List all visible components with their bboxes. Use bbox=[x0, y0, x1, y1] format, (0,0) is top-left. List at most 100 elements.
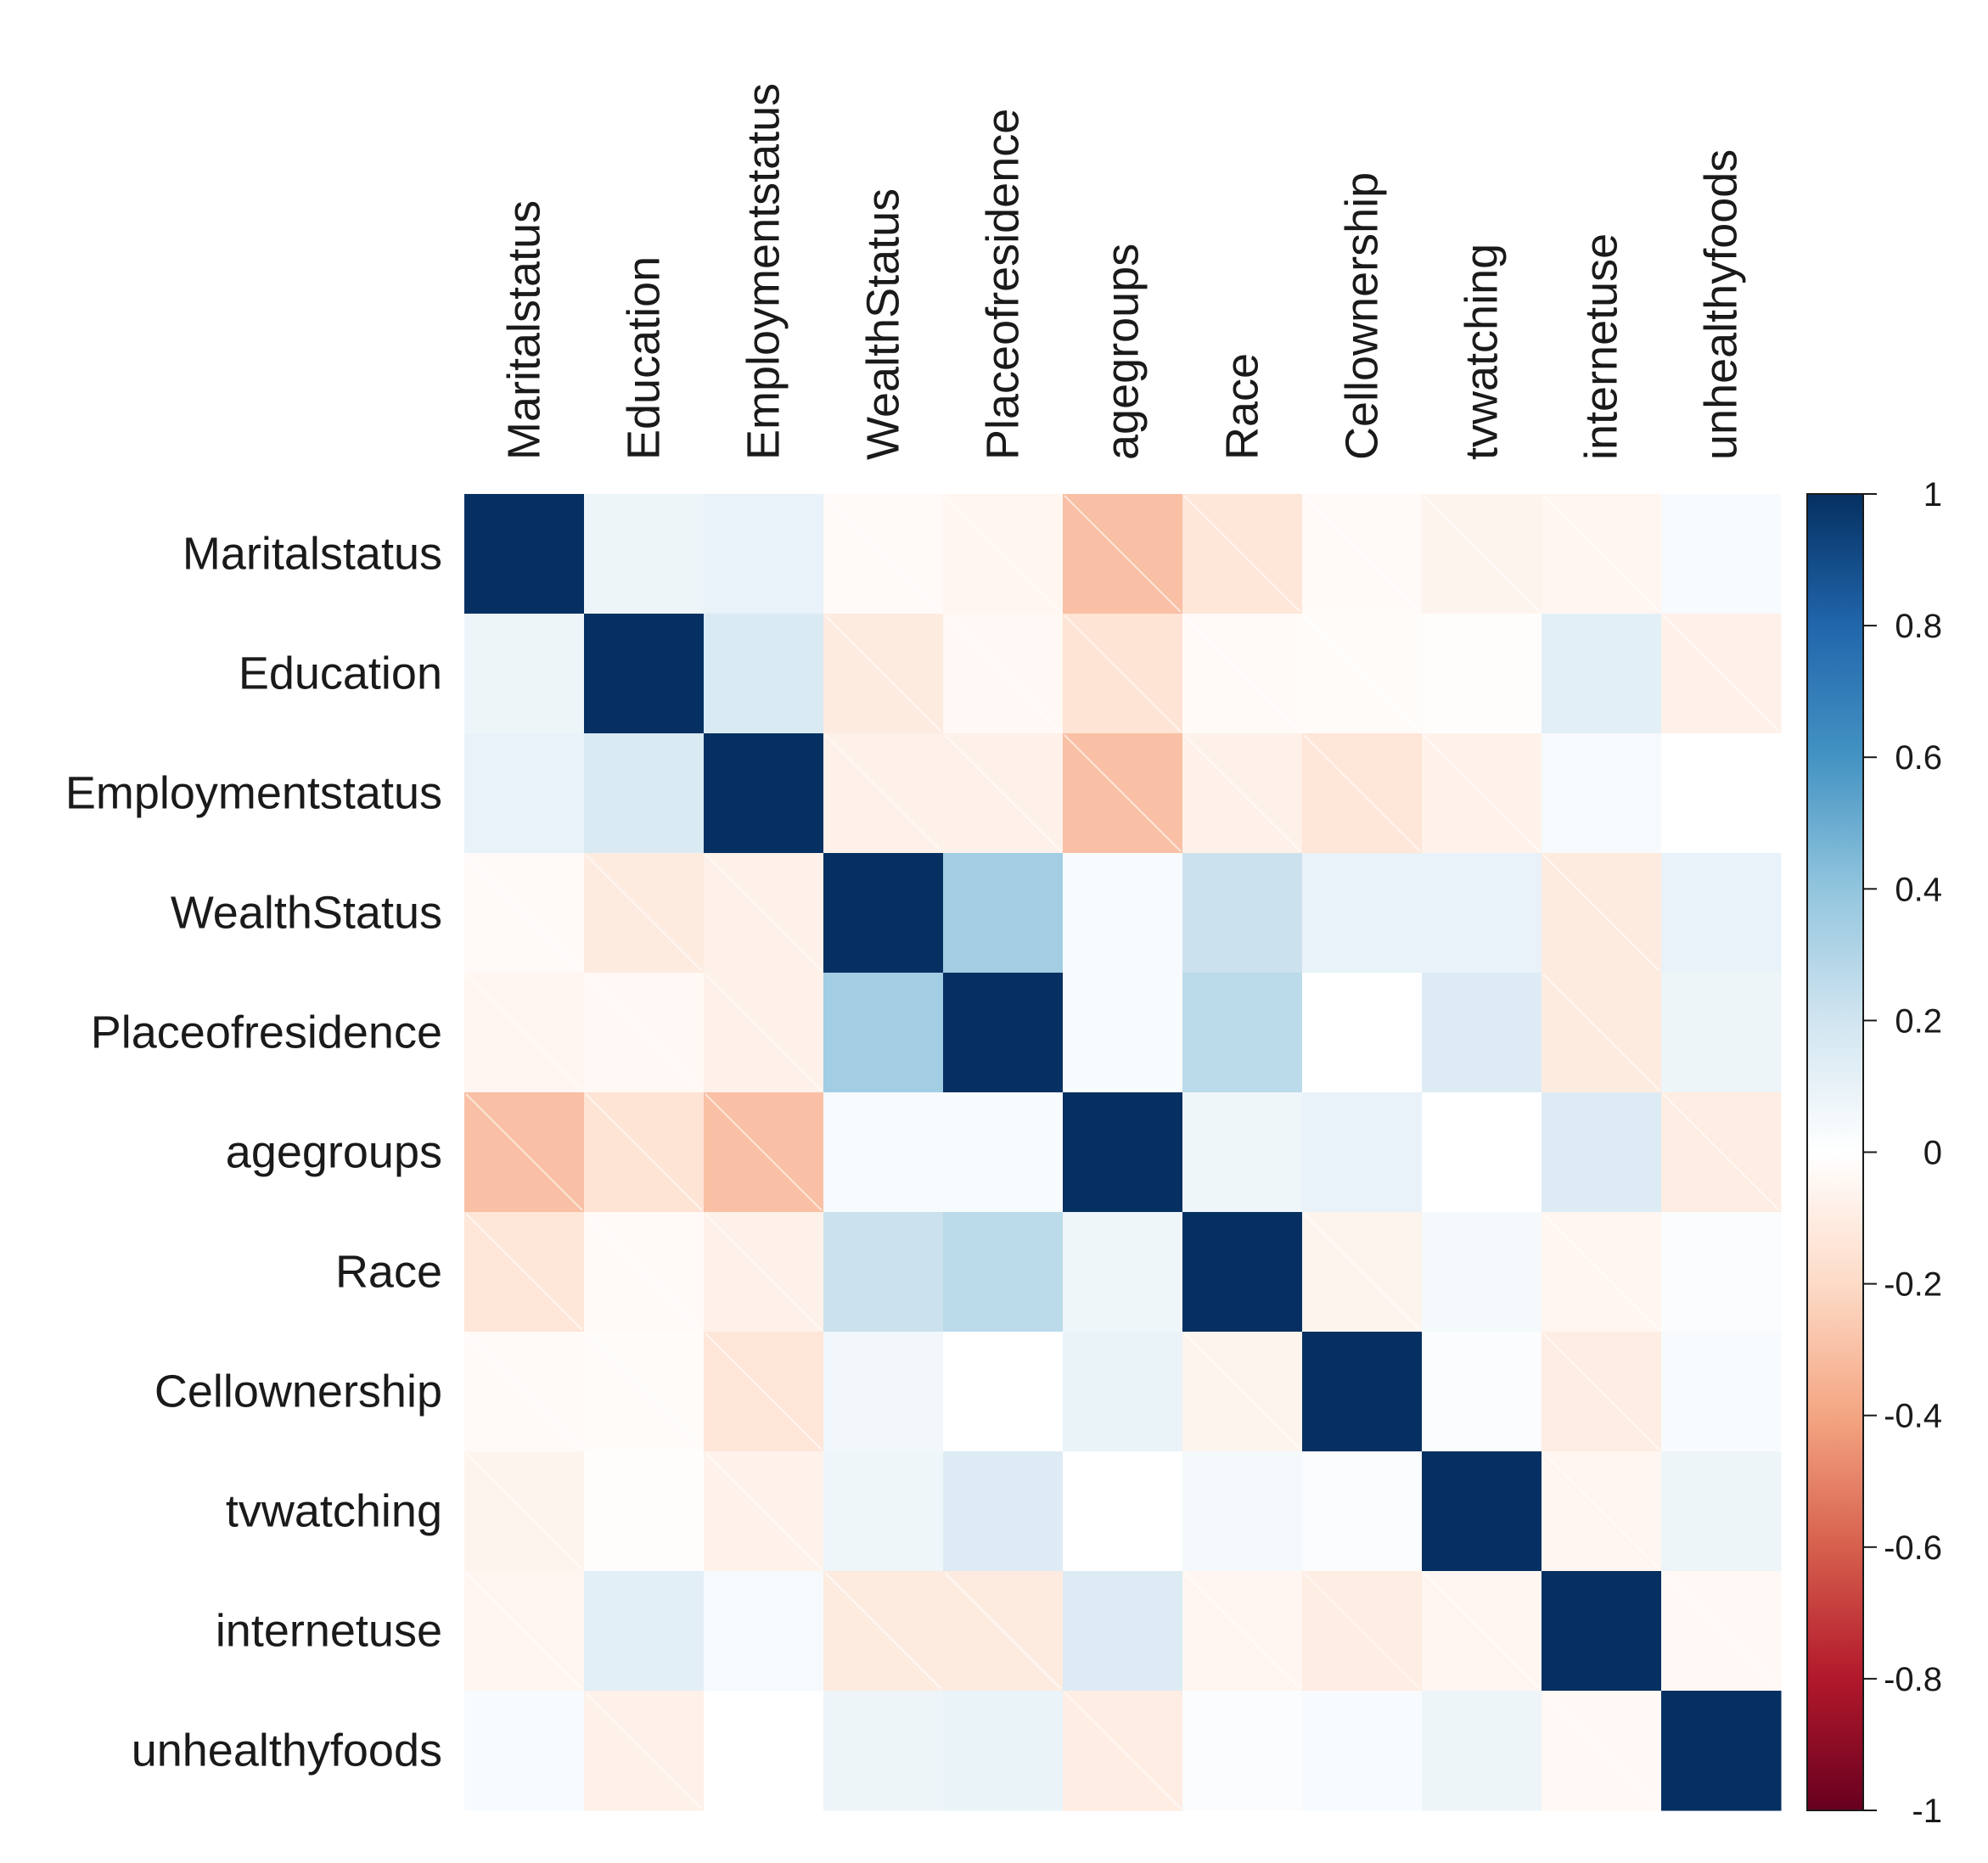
heatmap-cells bbox=[464, 494, 1782, 1811]
hatch-line bbox=[705, 974, 823, 1091]
hatch-line bbox=[944, 734, 1062, 852]
hatch-line bbox=[465, 1093, 583, 1211]
heatmap-cell bbox=[943, 1691, 1064, 1811]
hatch-line bbox=[1542, 1452, 1660, 1570]
hatch-line bbox=[1303, 734, 1421, 852]
heatmap-cell bbox=[1661, 1332, 1782, 1452]
hatch-line bbox=[1183, 1333, 1301, 1451]
row-label: Education bbox=[239, 648, 442, 699]
heatmap-cell bbox=[704, 1571, 824, 1692]
heatmap-cell bbox=[1542, 1092, 1662, 1213]
heatmap-cell bbox=[1302, 1691, 1423, 1811]
column-label: Education bbox=[619, 256, 670, 460]
heatmap-cell bbox=[1182, 1451, 1303, 1572]
heatmap-cell bbox=[1422, 1691, 1542, 1811]
hatch-line bbox=[824, 614, 942, 732]
hatch-line bbox=[1542, 495, 1660, 613]
hatch-line bbox=[1662, 614, 1780, 732]
negative-hatch-lines bbox=[465, 495, 1780, 1810]
hatch-line bbox=[585, 1452, 703, 1570]
hatch-line bbox=[1183, 734, 1301, 852]
hatch-line bbox=[585, 1333, 703, 1451]
heatmap-cell bbox=[1542, 614, 1662, 734]
column-labels: Maritalstatus Education Employmentstatus We… bbox=[499, 83, 1747, 460]
colorbar-tick-label: 0.2 bbox=[1895, 1002, 1942, 1040]
hatch-line bbox=[705, 1093, 823, 1211]
colorbar-tick-label: 0.8 bbox=[1895, 608, 1942, 645]
hatch-line bbox=[1542, 1333, 1660, 1451]
heatmap-cell bbox=[1063, 1451, 1183, 1572]
hatch-line bbox=[465, 974, 583, 1091]
hatch-line bbox=[1064, 1692, 1182, 1810]
heatmap-cell bbox=[1182, 853, 1303, 974]
hatch-line bbox=[1662, 1093, 1780, 1211]
heatmap-cell bbox=[1302, 853, 1423, 974]
heatmap-cell bbox=[1542, 733, 1662, 854]
row-label: Maritalstatus bbox=[183, 529, 442, 580]
hatch-line bbox=[1542, 974, 1660, 1091]
hatch-line bbox=[705, 1213, 823, 1331]
heatmap-cell bbox=[584, 733, 705, 854]
hatch-line bbox=[1303, 614, 1421, 732]
colorbar-ticks: 1 0.8 0.6 0.4 0.2 0 -0.2 -0.4 -0.6 -0.8 -1 bbox=[1863, 476, 1942, 1830]
heatmap-cell bbox=[943, 1212, 1064, 1333]
colorbar-tick-label: 0.6 bbox=[1895, 739, 1942, 777]
hatch-line bbox=[1303, 1572, 1421, 1690]
heatmap-cell bbox=[943, 853, 1064, 974]
colorbar-tick-label: -0.8 bbox=[1884, 1661, 1942, 1698]
hatch-line bbox=[465, 1213, 583, 1331]
row-label: Placeofresidence bbox=[91, 1007, 442, 1058]
heatmap-cell bbox=[1661, 1691, 1782, 1811]
heatmap-cell bbox=[1422, 973, 1542, 1093]
row-label: tvwatching bbox=[226, 1486, 442, 1537]
heatmap-cell bbox=[823, 1092, 944, 1213]
heatmap-cell bbox=[823, 1451, 944, 1572]
hatch-line bbox=[944, 495, 1062, 613]
heatmap-cell bbox=[1063, 1092, 1183, 1213]
heatmap-cell bbox=[584, 494, 705, 614]
hatch-line bbox=[705, 854, 823, 972]
heatmap-cell bbox=[1302, 1451, 1423, 1572]
colorbar-tick-label: 0.4 bbox=[1895, 871, 1942, 908]
hatch-line bbox=[824, 495, 942, 613]
heatmap-cell bbox=[1302, 1332, 1423, 1452]
heatmap-cell bbox=[1063, 1332, 1183, 1452]
heatmap-cell bbox=[704, 494, 824, 614]
hatch-line bbox=[1303, 495, 1421, 613]
heatmap-cell bbox=[1422, 1212, 1542, 1333]
heatmap-cell bbox=[464, 614, 585, 734]
column-label: tvwatching bbox=[1457, 244, 1508, 460]
heatmap-cell bbox=[1661, 494, 1782, 614]
heatmap-cell bbox=[1063, 1212, 1183, 1333]
hatch-line bbox=[1542, 854, 1660, 972]
hatch-line bbox=[944, 1572, 1062, 1690]
row-labels: Maritalstatus Education Employmentstatus We… bbox=[65, 529, 442, 1776]
hatch-line bbox=[1183, 1572, 1301, 1690]
hatch-line bbox=[1542, 1692, 1660, 1810]
heatmap-cell bbox=[464, 1691, 585, 1811]
hatch-line bbox=[1542, 1213, 1660, 1331]
heatmap-cell bbox=[1422, 853, 1542, 974]
hatch-line bbox=[1183, 495, 1301, 613]
heatmap-cell bbox=[1063, 973, 1183, 1093]
hatch-line bbox=[1064, 614, 1182, 732]
hatch-line bbox=[1423, 734, 1541, 852]
hatch-line bbox=[465, 854, 583, 972]
colorbar-tick-label: 1 bbox=[1923, 476, 1942, 513]
column-label: Employmentstatus bbox=[738, 83, 789, 460]
column-label: internetuse bbox=[1576, 233, 1627, 460]
hatch-line bbox=[585, 1692, 703, 1810]
row-label: Race bbox=[335, 1247, 442, 1298]
heatmap-cell bbox=[464, 733, 585, 854]
colorbar-tick-label: -0.2 bbox=[1884, 1266, 1942, 1304]
column-label: agegroups bbox=[1098, 244, 1148, 460]
colorbar: 1 0.8 0.6 0.4 0.2 0 -0.2 -0.4 -0.6 -0.8 -1 bbox=[1806, 476, 1942, 1830]
column-label: Placeofresidence bbox=[978, 109, 1029, 460]
heatmap-cell bbox=[1422, 1092, 1542, 1213]
hatch-line bbox=[824, 1572, 942, 1690]
row-label: unhealthyfoods bbox=[132, 1726, 442, 1776]
heatmap-cell bbox=[704, 614, 824, 734]
hatch-line bbox=[585, 974, 703, 1091]
